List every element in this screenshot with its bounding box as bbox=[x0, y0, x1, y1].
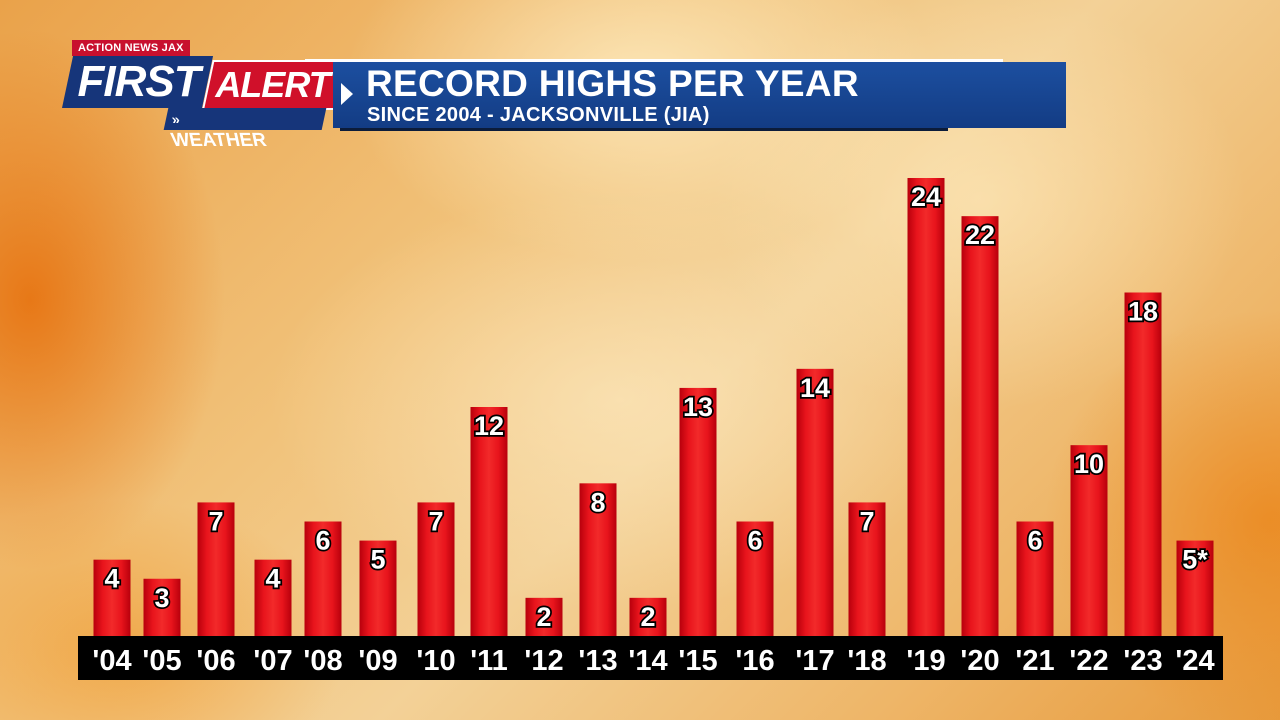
x-tick-label-0: '04 bbox=[92, 645, 131, 677]
header-bottom-rule bbox=[340, 128, 948, 131]
header-top-rule bbox=[305, 59, 1003, 62]
bar-14 bbox=[848, 502, 886, 636]
x-tick-label-7: '11 bbox=[470, 645, 508, 677]
bar-7 bbox=[470, 407, 508, 636]
chart-subtitle: SINCE 2004 - JACKSONVILLE (JIA) bbox=[367, 104, 710, 126]
x-tick-label-14: '18 bbox=[847, 645, 886, 677]
bar-2 bbox=[197, 502, 235, 636]
bar-18 bbox=[1070, 445, 1108, 636]
x-tick-label-12: '16 bbox=[735, 645, 774, 677]
bar-20 bbox=[1176, 540, 1214, 636]
bar-0 bbox=[93, 559, 131, 636]
bar-value-label-16: 22 bbox=[965, 220, 995, 250]
x-tick-label-13: '17 bbox=[795, 645, 834, 677]
bar-6 bbox=[417, 502, 455, 636]
bar-13 bbox=[796, 368, 834, 636]
bar-value-label-6: 7 bbox=[428, 506, 443, 536]
bar-16 bbox=[961, 216, 999, 636]
bar-value-label-10: 2 bbox=[640, 602, 655, 632]
chart-header: RECORD HIGHS PER YEAR SINCE 2004 - JACKS… bbox=[333, 62, 1066, 128]
x-tick-label-3: '07 bbox=[253, 645, 292, 677]
bar-value-label-15: 24 bbox=[911, 182, 941, 212]
bar-15 bbox=[907, 178, 945, 636]
bar-value-label-7: 12 bbox=[474, 411, 504, 441]
bar-value-label-13: 14 bbox=[800, 373, 830, 403]
x-tick-label-5: '09 bbox=[358, 645, 397, 677]
bar-value-label-20: 5* bbox=[1182, 545, 1208, 575]
value-labels-group: 4 3 7 4 6 5 7 12 2 8 2 13 6 14 7 24 22 6 10 18 5* bbox=[103, 180, 1210, 633]
bar-10 bbox=[629, 597, 667, 636]
x-tick-label-4: '08 bbox=[303, 645, 342, 677]
bar-4 bbox=[304, 521, 342, 636]
bar-value-label-0: 4 bbox=[104, 564, 119, 594]
chart-title: RECORD HIGHS PER YEAR bbox=[366, 63, 859, 104]
bar-value-label-4: 6 bbox=[315, 526, 330, 556]
play-arrow-icon bbox=[341, 83, 353, 105]
bar-value-label-1: 3 bbox=[154, 583, 169, 613]
bar-12 bbox=[736, 521, 774, 636]
bar-value-label-14: 7 bbox=[859, 506, 874, 536]
bar-19 bbox=[1124, 292, 1162, 636]
bar-5 bbox=[359, 540, 397, 636]
bar-value-label-12: 6 bbox=[747, 526, 762, 556]
bar-11 bbox=[679, 387, 717, 636]
bars-group bbox=[93, 178, 1214, 636]
x-axis-strip bbox=[78, 636, 1223, 680]
x-tick-label-6: '10 bbox=[416, 645, 455, 677]
x-tick-label-16: '20 bbox=[960, 645, 999, 677]
x-tick-label-18: '22 bbox=[1069, 645, 1108, 677]
x-tick-label-15: '19 bbox=[906, 645, 945, 677]
bar-1 bbox=[143, 578, 181, 636]
bar-value-label-3: 4 bbox=[265, 564, 280, 594]
bar-17 bbox=[1016, 521, 1054, 636]
bar-9 bbox=[579, 483, 617, 636]
tick-labels-group: '04 '05 '06 '07 '08 '09 '10 '11 '12 '13 '14 '15 '16 '… bbox=[92, 645, 1214, 677]
x-tick-label-11: '15 bbox=[678, 645, 717, 677]
first-alert-weather-logo: ACTION NEWS JAX FIRST ALERT » WEATHER bbox=[62, 40, 347, 151]
bar-value-label-11: 13 bbox=[683, 392, 713, 422]
x-tick-label-19: '23 bbox=[1123, 645, 1162, 677]
x-tick-label-20: '24 bbox=[1175, 645, 1214, 677]
bar-value-label-9: 8 bbox=[590, 487, 605, 517]
x-tick-label-8: '12 bbox=[524, 645, 563, 677]
bar-8 bbox=[525, 597, 563, 636]
bar-value-label-2: 7 bbox=[208, 506, 223, 536]
x-tick-label-9: '13 bbox=[578, 645, 617, 677]
bar-value-label-19: 18 bbox=[1128, 297, 1158, 327]
x-tick-label-1: '05 bbox=[142, 645, 181, 677]
x-tick-label-2: '06 bbox=[196, 645, 235, 677]
x-tick-label-17: '21 bbox=[1015, 645, 1054, 677]
station-name: ACTION NEWS JAX bbox=[72, 40, 190, 56]
bar-value-label-18: 10 bbox=[1074, 449, 1104, 479]
x-tick-label-10: '14 bbox=[628, 645, 667, 677]
bar-value-label-8: 2 bbox=[536, 602, 551, 632]
bar-3 bbox=[254, 559, 292, 636]
bar-value-label-17: 6 bbox=[1027, 526, 1042, 556]
bar-value-label-5: 5 bbox=[370, 545, 385, 575]
